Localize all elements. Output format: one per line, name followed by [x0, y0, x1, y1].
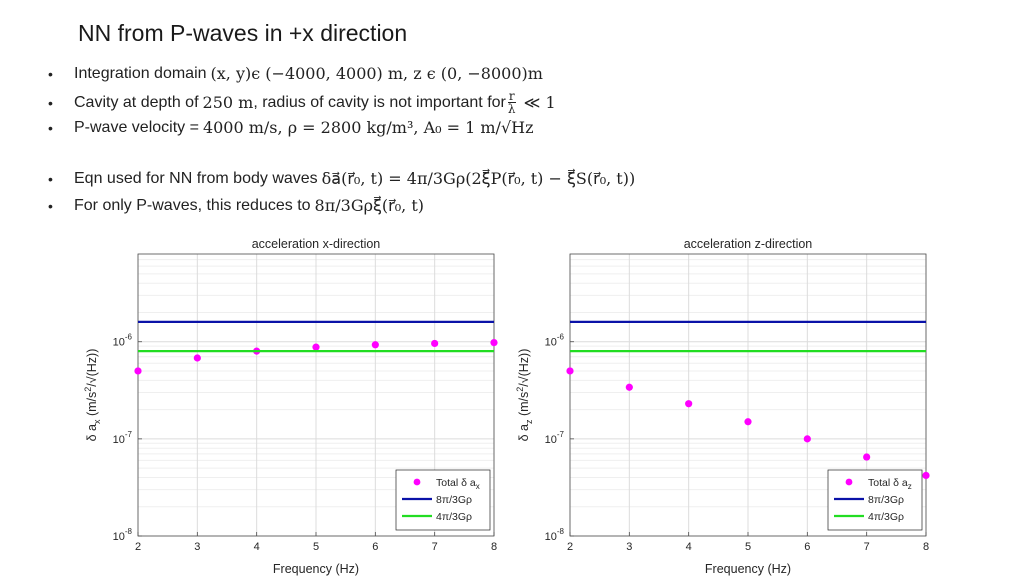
- bullet-math: 8π/3Gρξ⃗(r⃗₀, t): [314, 196, 424, 215]
- chart-title: acceleration z-direction: [684, 237, 813, 251]
- data-point: [744, 418, 752, 426]
- y-tick-label: 10-7: [113, 430, 133, 446]
- x-tick-label: 7: [432, 541, 438, 553]
- chart-acceleration-x: acceleration x-direction 2 3 4 5 6 7 8 10-8 10-7 1…: [83, 237, 498, 576]
- chart-acceleration-z: acceleration z-direction 2 3 4 5 6 7 8 10-8 10-7 1…: [515, 237, 930, 576]
- bullet-dot: •: [48, 94, 53, 111]
- y-axis-label: δ ax (m/s2/√(Hz)): [83, 349, 102, 442]
- data-point: [863, 453, 871, 461]
- legend-swatch-marker: [413, 478, 421, 486]
- data-point: [803, 435, 811, 443]
- bullet-text: Cavity at depth of: [74, 93, 199, 111]
- y-tick-label: 10-6: [545, 333, 565, 349]
- bullet-dot: •: [48, 197, 53, 214]
- legend-label: 8π/3Gρ: [868, 494, 904, 506]
- x-tick-label: 3: [626, 541, 632, 553]
- bullet-text: P-wave velocity =: [74, 118, 199, 136]
- x-tick-label: 3: [194, 541, 200, 553]
- x-axis-label: Frequency (Hz): [705, 562, 791, 576]
- data-point: [566, 367, 574, 375]
- x-tick-label: 8: [923, 541, 929, 553]
- x-tick-label: 2: [135, 541, 141, 553]
- x-tick-label: 5: [745, 541, 751, 553]
- x-tick-label: 8: [491, 541, 497, 553]
- y-tick-label: 10-6: [113, 333, 133, 349]
- data-point: [625, 383, 633, 391]
- x-tick-label: 4: [254, 541, 260, 553]
- bullet-dot: •: [48, 65, 53, 82]
- y-tick-label: 10-8: [113, 527, 133, 543]
- bullet-text: Integration domain: [74, 64, 207, 82]
- bullet-math: 250 m: [202, 93, 254, 112]
- chart-title: acceleration x-direction: [252, 237, 381, 251]
- data-point: [134, 367, 142, 375]
- data-point: [371, 341, 379, 349]
- bullet-math: 4000 m/s, ρ = 2800 kg/m³, A₀ = 1 m/√Hz: [202, 118, 534, 137]
- legend-label: 4π/3Gρ: [436, 511, 472, 523]
- legend-swatch-marker: [845, 478, 853, 486]
- bullet-text: Eqn used for NN from body waves: [74, 169, 318, 187]
- bullet-text: , radius of cavity is not important for: [253, 93, 506, 111]
- data-point: [312, 343, 320, 351]
- legend-label: Total δ ax: [436, 477, 480, 491]
- data-point: [685, 400, 693, 408]
- x-tick-label: 2: [567, 541, 573, 553]
- bullet-text: For only P-waves, this reduces to: [74, 196, 311, 214]
- slide-title: NN from P-waves in +x direction: [78, 20, 408, 46]
- fraction-denominator: λ: [507, 102, 516, 116]
- x-tick-label: 4: [686, 541, 692, 553]
- bullet-math: (x, y)ϵ (−4000, 4000) m, z ϵ (0, −8000)m: [210, 64, 543, 83]
- x-tick-label: 5: [313, 541, 319, 553]
- bullet-item: • Integration domain (x, y)ϵ (−4000, 400…: [48, 64, 543, 83]
- fraction-r-over-lambda: r λ: [507, 89, 516, 116]
- bullet-item: • For only P-waves, this reduces to 8π/3…: [48, 196, 424, 215]
- data-point: [922, 471, 930, 480]
- fraction-numerator: r: [507, 89, 516, 103]
- bullet-math: δa⃗(r⃗₀, t) = 4π/3Gρ(2ξ⃗P(r⃗₀, t) − ξ⃗S(…: [321, 169, 636, 188]
- x-tick-label: 7: [864, 541, 870, 553]
- bullet-dot: •: [48, 170, 53, 187]
- legend-label: 4π/3Gρ: [868, 511, 904, 523]
- bullet-item: • Eqn used for NN from body waves δa⃗(r⃗…: [48, 169, 635, 188]
- x-tick-label: 6: [372, 541, 378, 553]
- data-point: [193, 354, 201, 362]
- bullet-dot: •: [48, 119, 53, 136]
- legend-label: Total δ az: [868, 477, 912, 491]
- data-point: [490, 338, 498, 347]
- bullet-item: • Cavity at depth of 250 m , radius of c…: [48, 90, 556, 115]
- data-point: [431, 339, 439, 348]
- y-tick-label: 10-8: [545, 527, 565, 543]
- x-tick-label: 6: [804, 541, 810, 553]
- legend: Total δ az 8π/3Gρ 4π/3Gρ: [827, 469, 923, 531]
- legend-label: 8π/3Gρ: [436, 494, 472, 506]
- bullet-math: ≪ 1: [523, 93, 556, 112]
- bullet-item: • P-wave velocity = 4000 m/s, ρ = 2800 k…: [48, 118, 534, 137]
- y-tick-label: 10-7: [545, 430, 565, 446]
- legend: Total δ ax 8π/3Gρ 4π/3Gρ: [395, 469, 491, 531]
- y-axis-label: δ az (m/s2/√(Hz)): [515, 349, 534, 442]
- x-axis-label: Frequency (Hz): [273, 562, 359, 576]
